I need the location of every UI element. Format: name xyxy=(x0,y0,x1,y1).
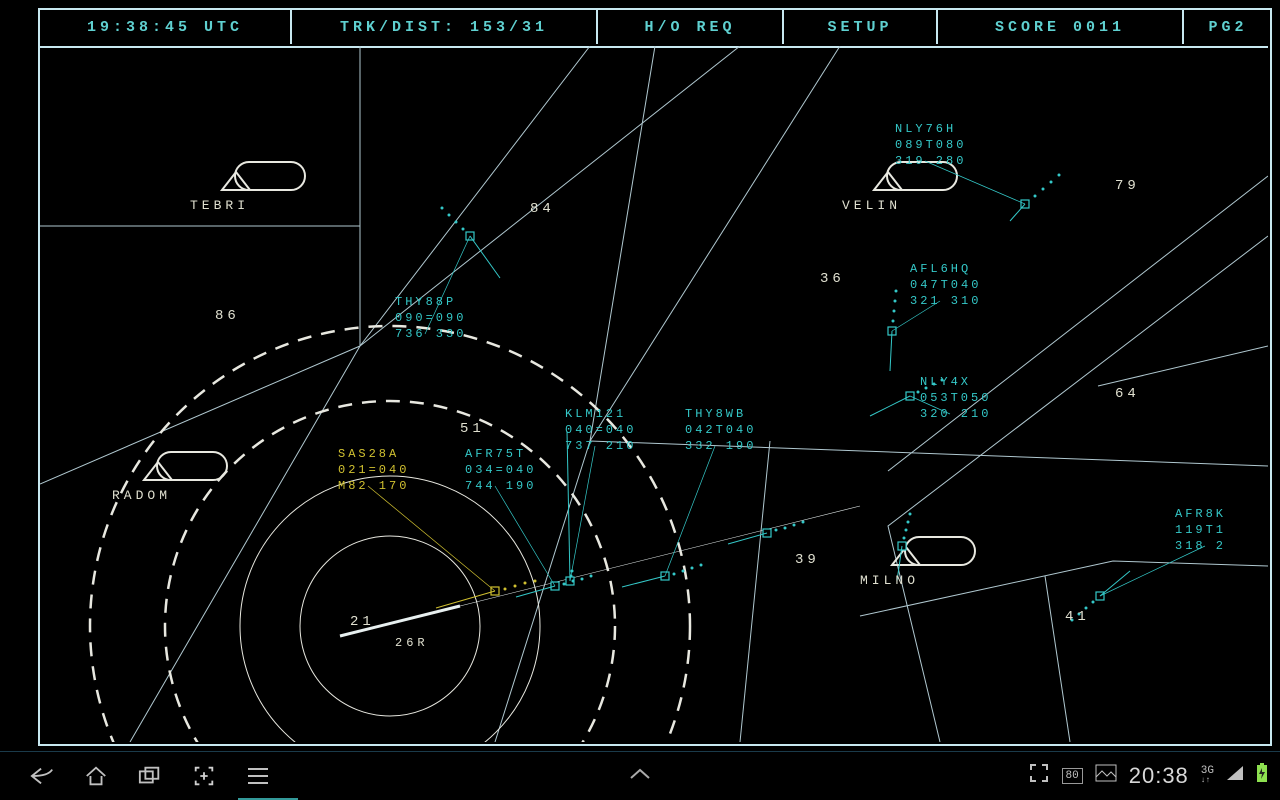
signal-icon xyxy=(1226,765,1244,788)
runway-label: 26R xyxy=(395,636,429,650)
aircraft-tag[interactable]: AFR75T 034=040 744 190 xyxy=(465,446,536,494)
fix-label: MILNO xyxy=(860,573,919,588)
battery-small-icon: 80 xyxy=(1062,768,1083,784)
sector-label: 21 xyxy=(350,614,375,630)
sector-label: 39 xyxy=(795,552,820,568)
sector-label: 36 xyxy=(820,271,845,287)
center-icon[interactable] xyxy=(192,764,216,788)
aircraft-tag[interactable]: THY8WB 042T040 332 190 xyxy=(685,406,756,454)
aircraft-tag[interactable]: NLY76H 089T080 319 280 xyxy=(895,121,966,169)
navbar-clock: 20:38 xyxy=(1129,763,1189,789)
aircraft-tag[interactable]: AFL6HQ 047T040 321 310 xyxy=(910,261,981,309)
menu-time[interactable]: 19:38:45 UTC xyxy=(40,10,292,44)
fix-label: TEBRI xyxy=(190,198,249,213)
menu-score[interactable]: SCORE 0011 xyxy=(938,10,1184,44)
home-icon[interactable] xyxy=(84,764,108,788)
sector-label: 84 xyxy=(530,201,555,217)
sector-label: 64 xyxy=(1115,386,1140,402)
fix-label: RADOM xyxy=(112,488,171,503)
menu-page[interactable]: PG2 xyxy=(1184,10,1272,44)
aircraft-tag[interactable]: NLY4X 053T050 320 210 xyxy=(920,374,991,422)
menu-setup[interactable]: SETUP xyxy=(784,10,938,44)
fix-label: VELIN xyxy=(842,198,901,213)
sector-label: 41 xyxy=(1065,609,1090,625)
radar-scope[interactable] xyxy=(40,46,1268,742)
aircraft-tag[interactable]: KLM121 040=040 737 210 xyxy=(565,406,636,454)
aircraft-tag[interactable]: THY88P 090=090 736 330 xyxy=(395,294,466,342)
aircraft-tag[interactable]: SAS28A 021=040 M82 170 xyxy=(338,446,409,494)
sector-label: 86 xyxy=(215,308,240,324)
android-navbar: 80 20:38 3G↓↑ xyxy=(0,751,1280,800)
menu-horeq[interactable]: H/O REQ xyxy=(598,10,784,44)
hamburger-icon[interactable] xyxy=(246,764,270,788)
sector-label: 79 xyxy=(1115,178,1140,194)
menu-bar: 19:38:45 UTC TRK/DIST: 153/31 H/O REQ SE… xyxy=(40,10,1272,44)
menu-trkdist[interactable]: TRK/DIST: 153/31 xyxy=(292,10,598,44)
image-icon xyxy=(1095,764,1117,789)
expand-icon[interactable] xyxy=(1028,762,1050,791)
recents-icon[interactable] xyxy=(138,764,162,788)
aircraft-tag[interactable]: AFR8K 119T1 318 2 xyxy=(1175,506,1226,554)
sector-label: 51 xyxy=(460,421,485,437)
status-tray: 80 20:38 3G↓↑ xyxy=(1028,762,1280,791)
battery-icon xyxy=(1256,763,1268,790)
nav-caret-icon[interactable] xyxy=(628,767,652,786)
back-icon[interactable] xyxy=(30,764,54,788)
network-icon: 3G↓↑ xyxy=(1201,767,1214,785)
